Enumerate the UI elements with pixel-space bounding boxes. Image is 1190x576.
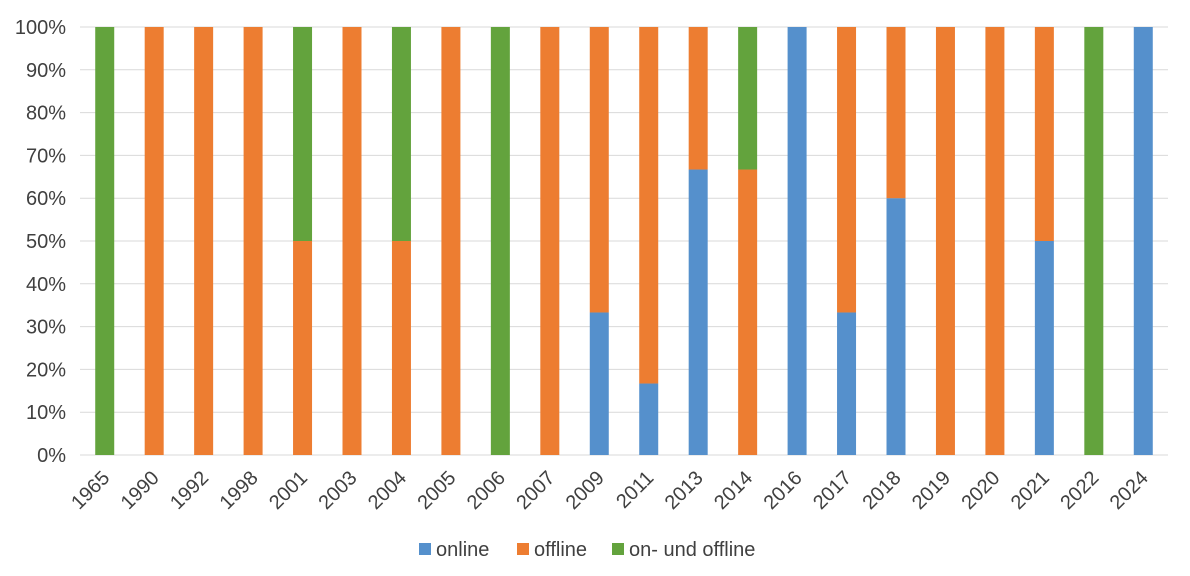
bar-segment [490,27,510,455]
x-tick-label: 2005 [413,467,460,514]
y-tick-label: 60% [26,188,66,210]
legend: online offline on- und offline [419,539,755,561]
x-axis-tick-labels: 1965 1990 1992 1998 2001 2003 2004 2005 2006 2007… [67,467,1153,514]
bar-segment [144,27,164,455]
bar-segment [787,27,807,455]
x-tick-label: 2007 [512,467,559,514]
y-tick-label: 70% [26,145,66,167]
x-tick-label: 2004 [364,467,411,514]
y-axis-tick-labels: 0% 10% 20% 30% 40% 50% 60% 70% 80% 90% 100% [15,17,66,467]
x-tick-label: 2011 [612,467,658,513]
bar-segment [95,27,115,455]
bar-segment [1034,27,1054,241]
y-tick-label: 0% [37,445,66,467]
y-tick-label: 90% [26,60,66,82]
bar-segment [639,383,659,455]
bar-segment [194,27,214,455]
y-tick-label: 20% [26,359,66,381]
x-tick-label: 2019 [908,467,955,514]
x-tick-label: 1965 [67,467,114,514]
bar-segment [688,169,708,456]
bar-segment [688,27,708,170]
y-tick-label: 50% [26,231,66,253]
bar-segment [639,27,659,384]
bar-segment [738,27,758,170]
x-tick-label: 1990 [117,467,164,514]
bar-segment [391,27,411,241]
bars [95,27,1153,456]
x-tick-label: 2018 [859,467,906,514]
legend-label: offline [534,539,587,561]
x-tick-label: 2022 [1056,467,1103,514]
bar-segment [935,27,955,455]
bar-segment [589,312,609,455]
bar-segment [738,169,758,456]
legend-swatch [517,543,529,555]
bar-segment [293,27,313,241]
x-tick-label: 2013 [661,467,708,514]
y-tick-label: 80% [26,103,66,125]
bar-segment [886,27,906,199]
y-tick-label: 100% [15,17,66,39]
x-tick-label: 2003 [315,467,362,514]
bar-segment [1084,27,1104,455]
y-tick-label: 30% [26,317,66,339]
x-tick-label: 2017 [809,467,856,514]
legend-swatch [419,543,431,555]
bar-segment [886,198,906,455]
x-tick-label: 2024 [1106,467,1153,514]
legend-label: online [436,539,489,561]
bar-segment [391,241,411,455]
x-tick-label: 1998 [216,467,263,514]
x-tick-label: 2001 [265,467,312,514]
legend-label: on- und offline [629,539,755,561]
x-tick-label: 2016 [760,467,807,514]
bar-segment [985,27,1005,455]
x-tick-label: 1992 [166,467,213,514]
bar-segment [342,27,362,455]
x-tick-label: 2009 [562,467,609,514]
bar-segment [293,241,313,455]
x-tick-label: 2006 [463,467,510,514]
legend-swatch [612,543,624,555]
gridlines [80,26,1168,456]
y-tick-label: 40% [26,274,66,296]
x-tick-label: 2020 [957,467,1004,514]
bar-segment [243,27,263,455]
x-tick-label: 2014 [710,467,757,514]
bar-segment [540,27,560,455]
bar-segment [1034,241,1054,455]
bar-segment [589,27,609,313]
bar-segment [1133,27,1153,455]
y-tick-label: 10% [26,402,66,424]
bar-segment [837,27,857,313]
bar-segment [441,27,461,455]
x-tick-label: 2021 [1007,467,1054,514]
bar-segment [837,312,857,455]
